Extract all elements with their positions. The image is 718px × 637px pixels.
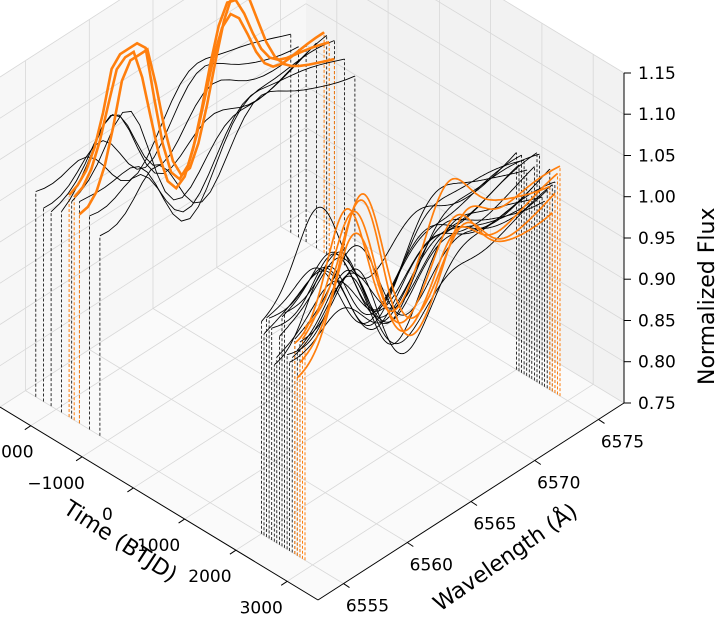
gridline-y-floor bbox=[216, 267, 536, 461]
y-tick bbox=[470, 501, 478, 506]
gridline-z-left bbox=[0, 0, 249, 160]
gridline-z-right bbox=[305, 209, 625, 404]
z-tick-label: 0.95 bbox=[638, 229, 676, 249]
y-tick bbox=[534, 460, 542, 465]
z-tick-label: 0.80 bbox=[638, 353, 676, 373]
y-tick bbox=[407, 542, 414, 547]
black-spectrum-line bbox=[43, 46, 299, 209]
z-tick-label: 1.05 bbox=[638, 147, 676, 167]
gridline-y-floor bbox=[152, 308, 472, 502]
z-axis-label: Normalized Flux bbox=[695, 208, 718, 385]
y-tick-label: 6575 bbox=[601, 432, 644, 452]
gridline-z-left bbox=[0, 127, 307, 325]
y-tick bbox=[598, 418, 605, 424]
tick-labels: −2000 −1000 0 1000 2000 3000 6555 6560 6565 6570 6… bbox=[0, 64, 676, 618]
gridline-z-left bbox=[0, 168, 307, 367]
y-tick-label: 6565 bbox=[473, 515, 516, 535]
x-tick-label: −1000 bbox=[27, 474, 85, 494]
orange-spectrum-line bbox=[296, 212, 553, 379]
orange-spectrum-line bbox=[304, 165, 561, 337]
orange-spectrum-line bbox=[78, 0, 335, 216]
x-axis-line bbox=[0, 406, 319, 601]
x-tick-label: 0 bbox=[102, 505, 113, 525]
x-tick-label: 2000 bbox=[188, 567, 231, 587]
z-tick-label: 1.15 bbox=[638, 64, 676, 84]
black-spectrum-line bbox=[50, 43, 307, 213]
orange-spectrum-line bbox=[294, 177, 551, 344]
x-tick bbox=[127, 487, 134, 493]
z-tick-label: 0.85 bbox=[638, 312, 676, 332]
black-spectra bbox=[35, 33, 556, 366]
gridline-z-left bbox=[0, 0, 185, 119]
z-tick-label: 0.75 bbox=[638, 394, 676, 414]
black-spectrum-line bbox=[99, 75, 356, 237]
gridline-z-right bbox=[305, 44, 625, 239]
black-spectrum-line bbox=[299, 181, 556, 355]
orange-spectra bbox=[68, 0, 561, 379]
x-tick bbox=[24, 425, 32, 431]
orange-spectrum-line bbox=[73, 0, 330, 199]
z-tick-label: 0.90 bbox=[638, 270, 676, 290]
x-tick-label: 1000 bbox=[137, 536, 180, 556]
y-tick-label: 6570 bbox=[537, 474, 580, 494]
x-tick bbox=[280, 580, 288, 586]
black-spectrum-line bbox=[291, 189, 548, 358]
x-tick bbox=[178, 518, 185, 524]
orange-spectrum-line bbox=[301, 172, 559, 340]
orange-spectrum-line bbox=[299, 192, 556, 364]
black-spectrum-line bbox=[296, 184, 553, 351]
y-tick-label: 6555 bbox=[346, 597, 389, 617]
x-tick bbox=[229, 549, 237, 555]
z-tick-label: 1.10 bbox=[638, 105, 676, 125]
x-tick-label: −2000 bbox=[0, 443, 34, 463]
gridline-y-floor bbox=[25, 390, 344, 584]
gridline-z-right bbox=[435, 0, 625, 115]
gridline-y-floor bbox=[89, 349, 408, 543]
y-tick-label: 6560 bbox=[410, 556, 453, 576]
y-tick bbox=[343, 583, 350, 589]
gridline-z-right bbox=[367, 0, 625, 156]
z-tick-label: 1.00 bbox=[638, 188, 676, 208]
black-spectrum-line bbox=[279, 166, 535, 337]
gridline-z-left bbox=[0, 0, 121, 78]
x-tick bbox=[75, 456, 83, 462]
gridline-z-left bbox=[0, 44, 307, 243]
x-tick-label: 3000 bbox=[240, 598, 283, 618]
black-spectrum-line bbox=[276, 187, 533, 358]
gridline-z-right bbox=[305, 3, 625, 198]
black-spectrum-line bbox=[89, 58, 345, 217]
gridline-z-right bbox=[502, 0, 625, 74]
